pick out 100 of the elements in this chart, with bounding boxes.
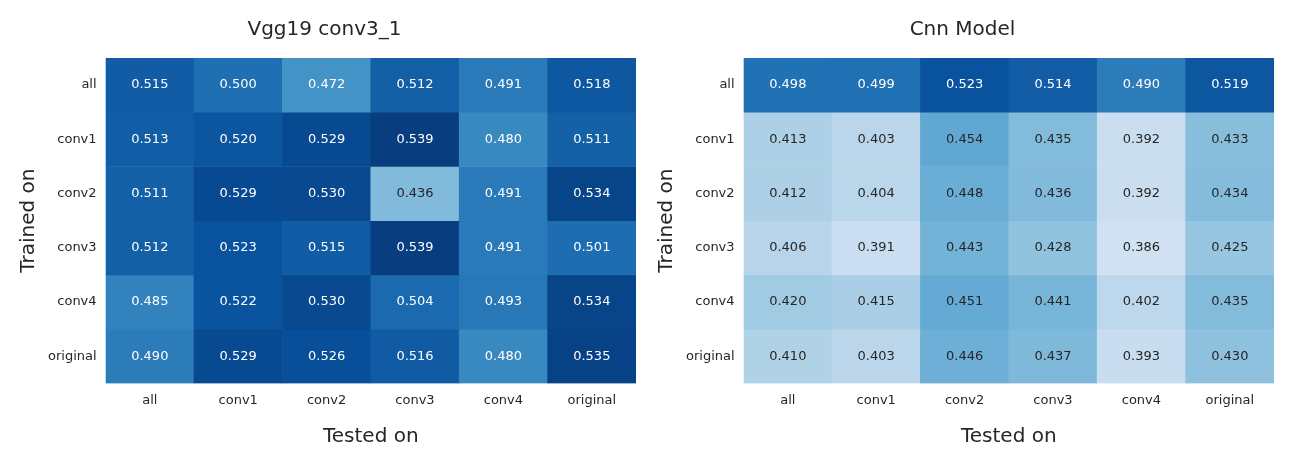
data-label: 0.518	[573, 76, 611, 92]
data-label: 0.386	[1122, 239, 1161, 255]
chart-title: Vgg19 conv3_1	[247, 16, 402, 41]
data-label: 0.415	[857, 293, 895, 309]
y-tick-label: all	[719, 76, 735, 92]
data-label: 0.515	[307, 239, 346, 255]
data-label: 0.437	[1034, 347, 1072, 363]
data-label: 0.513	[131, 130, 169, 146]
x-axis-title: Tested on	[321, 423, 419, 448]
data-label: 0.512	[396, 76, 434, 92]
y-tick-label: conv4	[695, 293, 735, 309]
data-label: 0.433	[1211, 130, 1249, 146]
y-tick-label: conv2	[57, 184, 97, 200]
data-label: 0.392	[1122, 130, 1161, 146]
data-label: 0.534	[573, 293, 611, 309]
data-label: 0.420	[769, 293, 807, 309]
y-tick-label: conv3	[57, 239, 97, 255]
data-label: 0.493	[484, 293, 523, 309]
data-label: 0.512	[131, 239, 169, 255]
y-axis-title: Trained on	[15, 168, 40, 274]
data-label: 0.535	[573, 347, 611, 363]
data-label: 0.523	[219, 239, 257, 255]
x-tick-label: conv3	[1033, 391, 1073, 407]
data-label: 0.523	[945, 76, 984, 92]
data-label: 0.490	[131, 347, 169, 363]
data-label: 0.441	[1034, 293, 1072, 309]
data-label: 0.522	[219, 293, 257, 309]
data-label: 0.490	[1122, 76, 1161, 92]
y-tick-label: conv3	[695, 239, 735, 255]
data-label: 0.434	[1211, 184, 1249, 200]
data-label: 0.539	[396, 239, 434, 255]
data-label: 0.404	[857, 184, 895, 200]
data-label: 0.504	[396, 293, 434, 309]
data-label: 0.403	[857, 347, 895, 363]
data-label: 0.435	[1211, 293, 1249, 309]
data-label: 0.539	[396, 130, 434, 146]
x-tick-label: all	[780, 391, 796, 407]
data-label: 0.435	[1034, 130, 1072, 146]
data-label: 0.520	[219, 130, 257, 146]
data-label: 0.446	[945, 347, 984, 363]
data-label: 0.491	[484, 76, 523, 92]
data-label: 0.480	[484, 347, 523, 363]
data-label: 0.393	[1122, 347, 1161, 363]
data-label: 0.485	[131, 293, 169, 309]
y-tick-label: all	[81, 76, 97, 92]
data-label: 0.451	[945, 293, 984, 309]
data-label: 0.454	[945, 130, 984, 146]
data-label: 0.472	[307, 76, 346, 92]
data-label: 0.448	[945, 184, 984, 200]
data-label: 0.491	[484, 184, 523, 200]
data-label: 0.514	[1034, 76, 1072, 92]
x-tick-label: conv4	[483, 391, 524, 407]
data-label: 0.403	[857, 130, 895, 146]
data-label: 0.412	[769, 184, 807, 200]
x-tick-label: conv3	[395, 391, 435, 407]
data-label: 0.391	[857, 239, 895, 255]
data-label: 0.436	[396, 184, 434, 200]
x-tick-label: original	[1205, 391, 1255, 407]
data-label: 0.516	[396, 347, 434, 363]
data-label: 0.392	[1122, 184, 1161, 200]
chart-title: Cnn Model	[909, 16, 1016, 41]
data-label: 0.500	[219, 76, 257, 92]
y-tick-label: conv2	[695, 184, 735, 200]
data-label: 0.529	[307, 130, 346, 146]
data-label: 0.406	[769, 239, 807, 255]
data-label: 0.413	[769, 130, 807, 146]
data-label: 0.425	[1211, 239, 1249, 255]
data-label: 0.501	[573, 239, 611, 255]
data-label: 0.530	[307, 293, 346, 309]
data-label: 0.480	[484, 130, 523, 146]
data-label: 0.491	[484, 239, 523, 255]
data-label: 0.530	[307, 184, 346, 200]
x-tick-label: conv4	[1121, 391, 1162, 407]
data-label: 0.515	[131, 76, 169, 92]
data-label: 0.499	[857, 76, 895, 92]
data-label: 0.534	[573, 184, 611, 200]
data-label: 0.529	[219, 184, 257, 200]
data-label: 0.402	[1122, 293, 1161, 309]
data-label: 0.526	[307, 347, 346, 363]
data-label: 0.430	[1211, 347, 1249, 363]
x-tick-label: conv2	[306, 391, 347, 407]
x-tick-label: all	[142, 391, 158, 407]
y-tick-label: conv1	[695, 130, 735, 146]
x-tick-label: conv1	[856, 391, 896, 407]
data-label: 0.529	[219, 347, 257, 363]
y-tick-label: conv1	[57, 130, 97, 146]
data-label: 0.443	[945, 239, 984, 255]
data-label: 0.436	[1034, 184, 1072, 200]
data-label: 0.519	[1211, 76, 1249, 92]
data-label: 0.511	[573, 130, 611, 146]
x-tick-label: conv2	[944, 391, 985, 407]
y-tick-label: conv4	[57, 293, 97, 309]
data-label: 0.498	[769, 76, 807, 92]
y-tick-label: original	[686, 347, 735, 363]
data-label: 0.410	[769, 347, 807, 363]
y-tick-label: original	[48, 347, 97, 363]
x-tick-label: conv1	[218, 391, 258, 407]
x-axis-title: Tested on	[959, 423, 1057, 448]
data-label: 0.511	[131, 184, 169, 200]
y-axis-title: Trained on	[653, 168, 678, 274]
